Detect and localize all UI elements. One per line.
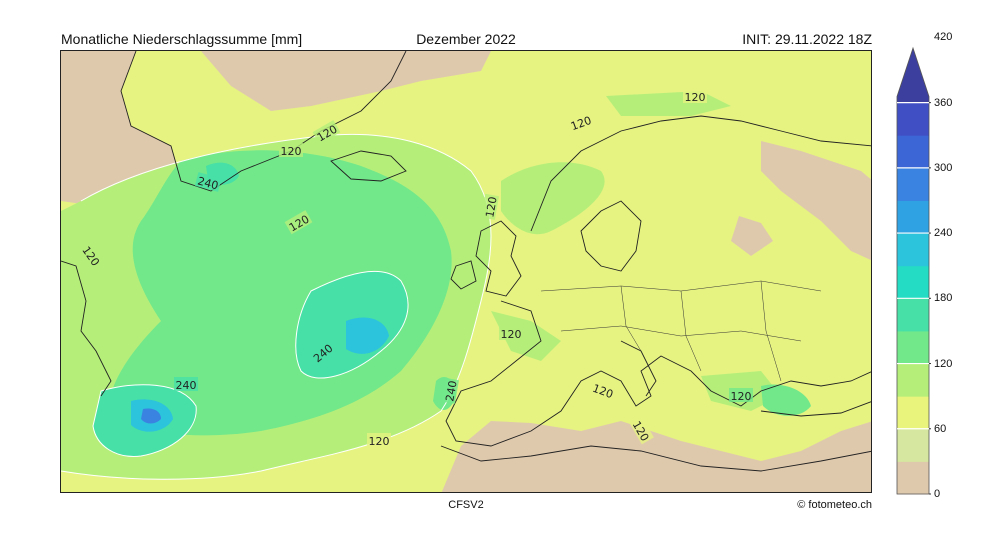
- contour-label: 120: [731, 390, 752, 403]
- atlantic-core-300: [346, 317, 389, 354]
- colorbar-segment: [897, 330, 929, 365]
- forecast-period: Dezember 2022: [416, 31, 516, 47]
- map-canvas: 120 120 120 120 120 120 120 120 120 120 …: [61, 51, 871, 492]
- colorbar-segment: [897, 167, 929, 201]
- coastlines: [61, 51, 871, 472]
- border-central-4: [680, 290, 702, 372]
- credit-label: © fotometeo.ch: [797, 499, 872, 511]
- contour-labels: 120 120 120 120 120 120 120 120 120 120 …: [79, 89, 753, 448]
- contour-label: 120: [483, 196, 499, 219]
- colorbar-outline: [896, 46, 930, 495]
- colorbar-segment: [897, 363, 929, 397]
- coast-ireland: [450, 260, 477, 290]
- contour-label: 120: [281, 145, 302, 158]
- coast-turkey: [760, 401, 871, 417]
- colorbar-segment: [897, 396, 929, 430]
- colorbar: [896, 46, 931, 495]
- border-central-3: [620, 285, 642, 352]
- coast-iceland: [330, 150, 407, 182]
- colorbar-segment: [897, 200, 929, 234]
- dry-area-arctic: [201, 51, 491, 111]
- coast-north-africa: [440, 445, 871, 472]
- colorbar-segment: [897, 135, 929, 169]
- model-label: CFSV2: [448, 499, 484, 511]
- coast-baltic: [580, 200, 642, 272]
- colorbar-segment: [897, 233, 929, 267]
- map-title: Monatliche Niederschlagssumme [mm]: [61, 31, 303, 47]
- contour-240-atlantic: [295, 270, 409, 379]
- contour-label: 120: [685, 91, 706, 104]
- coast-scandinavia: [530, 115, 871, 232]
- contour-label: 120: [501, 328, 522, 341]
- colorbar-segment: [897, 102, 929, 136]
- coast-labrador: [61, 260, 112, 397]
- init-time: INIT: 29.11.2022 18Z: [742, 31, 872, 47]
- precipitation-map: 120 120 120 120 120 120 120 120 120 120 …: [60, 50, 872, 493]
- colorbar-tick-label: 60: [934, 422, 947, 435]
- dry-area-north-africa: [441, 421, 871, 492]
- norwegian-sea-band: [501, 162, 605, 235]
- ocean-band-180-240: [109, 150, 452, 436]
- coast-southern-europe: [445, 300, 871, 447]
- dry-area-baltic-inland: [731, 216, 773, 256]
- dry-area-greenland: [61, 51, 181, 206]
- colorbar-tick-label: 120: [934, 357, 953, 370]
- border-east: [760, 280, 782, 382]
- colorbar-tick-label: 240: [934, 227, 953, 240]
- colorbar-tick-label: 0: [934, 488, 941, 500]
- coast-greenland: [120, 51, 407, 192]
- dry-area-russia: [761, 141, 871, 261]
- biscay-band: [491, 311, 561, 361]
- border-central-2: [560, 325, 802, 342]
- colorbar-tick-label: 360: [934, 96, 953, 109]
- colorbar-tick-label: 420: [934, 31, 953, 44]
- contour-label: 240: [196, 174, 220, 192]
- colorbar-segment: [897, 298, 929, 332]
- contour-lines: [61, 133, 492, 480]
- band-300-plus: [131, 317, 389, 432]
- colorbar-extend-triangle: [897, 48, 929, 103]
- colorbar-segment: [897, 461, 929, 495]
- colorbar-tick-label: 300: [934, 161, 953, 174]
- band-180-240: [109, 150, 811, 436]
- coast-britain: [475, 220, 522, 297]
- contour-label: 240: [443, 380, 459, 403]
- coast-italy: [620, 340, 657, 397]
- colorbar-tick-label: 180: [934, 292, 953, 305]
- contour-240-southwest: [92, 384, 197, 457]
- contour-120: [61, 133, 492, 480]
- southwest-core-360: [141, 408, 161, 424]
- contour-label: 240: [176, 379, 197, 392]
- colorbar-segment: [897, 428, 929, 462]
- contour-label: 120: [369, 435, 390, 448]
- aegean-band: [761, 384, 811, 416]
- colorbar-segment: [897, 265, 929, 299]
- country-borders: [540, 280, 822, 382]
